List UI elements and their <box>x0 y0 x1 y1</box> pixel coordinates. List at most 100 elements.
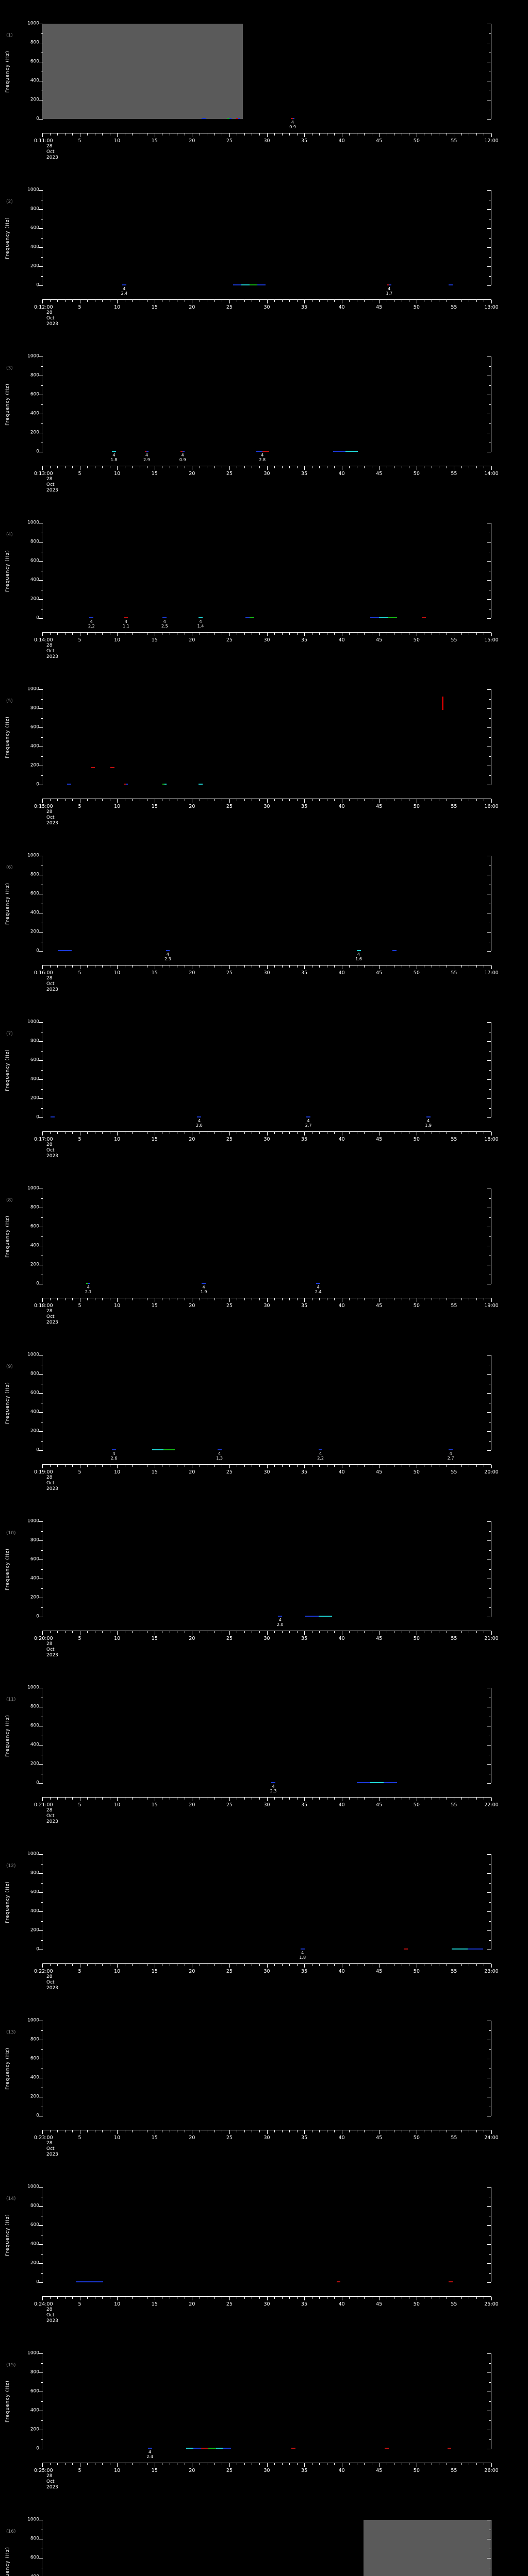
date-label-line: 2023 <box>46 1819 58 1824</box>
x-tick-label: 10 <box>114 2468 121 2473</box>
x-tick-label: 55 <box>451 637 457 643</box>
plot-area <box>42 1189 491 1284</box>
x-tick-label: 30 <box>263 1137 270 1142</box>
detection-mark <box>333 451 358 452</box>
y-tick-label: 200 <box>30 1927 39 1933</box>
x-tick-label: 55 <box>451 138 457 144</box>
right-tick <box>489 1921 491 1922</box>
mark-annotation: 4 1.9 <box>201 1285 207 1294</box>
date-label-line: 28 <box>46 1974 53 1979</box>
mark-annotation: 4 0.9 <box>289 120 296 129</box>
y-tick-label: 600 <box>30 2555 39 2561</box>
date-label-line: Oct <box>46 1980 55 1985</box>
x-tick <box>50 2297 51 2299</box>
x-tick <box>259 1465 260 1467</box>
y-tick <box>41 2253 43 2255</box>
detection-mark <box>147 2448 152 2449</box>
x-tick <box>117 300 118 303</box>
y-tick <box>41 1550 43 1551</box>
x-tick <box>476 2130 477 2132</box>
x-tick-label: 35 <box>301 2468 308 2473</box>
x-tick <box>42 1132 43 1136</box>
right-tick <box>487 1079 491 1080</box>
x-tick-label: 0:19:00 <box>34 1469 53 1475</box>
x-tick <box>379 133 380 137</box>
x-tick <box>50 799 51 801</box>
x-tick <box>259 1132 260 1134</box>
mark-segment <box>217 1449 222 1450</box>
x-tick-label: 45 <box>376 1969 383 1974</box>
annotation-line: 2.0 <box>196 1123 203 1128</box>
date-label-line: 28 <box>46 643 53 648</box>
right-tick <box>487 1911 491 1912</box>
plot-area <box>42 2021 491 2116</box>
right-tick <box>489 2439 491 2440</box>
x-tick <box>282 1964 283 1966</box>
detection-mark <box>86 1283 91 1284</box>
right-tick <box>489 257 491 258</box>
date-label-line: 2023 <box>46 821 58 826</box>
x-tick <box>296 300 298 302</box>
x-tick-label: 35 <box>301 637 308 643</box>
right-tick <box>489 2401 491 2402</box>
y-tick <box>39 1892 43 1893</box>
y-tick <box>39 542 43 543</box>
annotation-line: 2.4 <box>146 2454 153 2459</box>
mark-segment <box>122 284 126 285</box>
x-tick-label: 5 <box>78 2301 81 2307</box>
y-tick <box>41 1070 43 1071</box>
x-tick <box>461 466 462 468</box>
x-tick-label: 15 <box>151 1636 158 1641</box>
date-label-line: Oct <box>46 316 55 321</box>
x-tick <box>50 466 51 468</box>
x-tick-label: 50 <box>413 138 420 144</box>
y-tick <box>39 618 43 619</box>
x-tick <box>274 1298 275 1300</box>
y-tick-labels: 0 200 400 600 800 1000 <box>13 1352 39 1453</box>
detection-mark <box>449 284 453 285</box>
x-axis <box>42 2463 492 2467</box>
x-tick-label: 50 <box>413 804 420 809</box>
x-tick-label: 35 <box>301 1636 308 1641</box>
y-tick-label: 0 <box>36 1447 39 1453</box>
panel-13: 0 200 400 600 800 1000 Frequency (Hz) (13) 0:23:… <box>0 1997 528 2163</box>
x-tick <box>379 1465 380 1468</box>
right-tick <box>487 1431 491 1432</box>
detection-mark <box>236 118 241 119</box>
x-tick <box>379 2463 380 2467</box>
x-tick <box>57 300 58 302</box>
x-tick-label: 15 <box>151 2301 158 2307</box>
y-tick <box>41 2049 43 2050</box>
annotation-line: 2.4 <box>121 291 128 296</box>
x-tick-label: 55 <box>451 1469 457 1475</box>
x-tick-label: 50 <box>413 1303 420 1309</box>
annotation-line: 1.8 <box>110 457 118 462</box>
detection-mark <box>202 1283 206 1284</box>
x-axis-spine <box>42 299 491 300</box>
x-tick <box>214 2297 215 2299</box>
y-tick-label: 800 <box>30 705 39 711</box>
y-tick-label: 800 <box>30 372 39 378</box>
y-tick-label: 800 <box>30 539 39 545</box>
y-axis <box>39 1521 43 1617</box>
right-axis <box>487 689 493 785</box>
x-tick <box>364 1964 365 1966</box>
y-axis <box>39 523 43 619</box>
x-tick-label: 10 <box>114 304 121 310</box>
y-axis <box>39 357 43 452</box>
annotation-line: 2.7 <box>447 1456 454 1461</box>
x-tick <box>491 2297 492 2300</box>
mark-segment <box>333 451 346 452</box>
x-tick-label: 18:00 <box>484 1137 499 1142</box>
right-tick <box>487 618 491 619</box>
y-tick-label: 600 <box>30 1390 39 1396</box>
right-tick <box>489 423 491 424</box>
panel-7: 0 200 400 600 800 1000 Frequency (Hz) (7) 0:17:0… <box>0 998 528 1165</box>
x-tick <box>461 2297 462 2299</box>
right-tick <box>489 1531 491 1532</box>
x-tick-label: 55 <box>451 2301 457 2307</box>
y-tick <box>39 1764 43 1765</box>
right-tick <box>489 1198 491 1199</box>
x-tick <box>319 799 320 801</box>
x-tick-label: 25 <box>226 1137 233 1142</box>
